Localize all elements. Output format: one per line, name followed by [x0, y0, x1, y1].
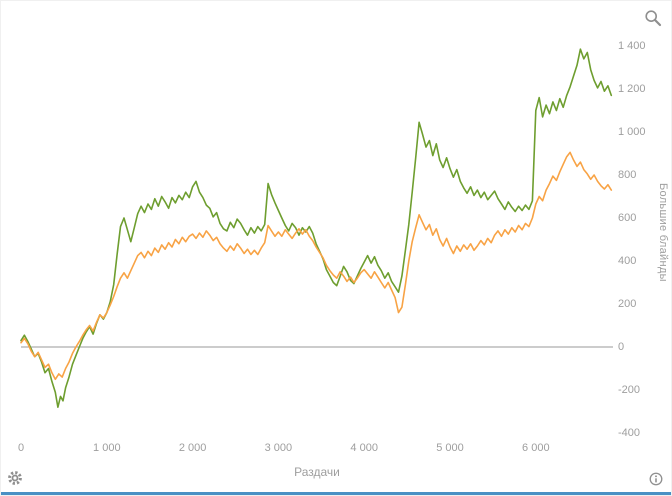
- y-tick-label: 600: [618, 212, 637, 224]
- y-tick-label: 1 200: [618, 83, 646, 95]
- x-tick-label: 3 000: [264, 442, 293, 454]
- info-icon[interactable]: [649, 472, 663, 486]
- x-tick-label: 5 000: [436, 442, 464, 454]
- bottom-accent-bar: [1, 492, 671, 495]
- x-tick-label: 1 000: [93, 442, 121, 454]
- green-winnings-line: [20, 48, 613, 409]
- y-axis-title: Большие блайнды: [657, 183, 669, 282]
- y-axis-ticks: -400 -200 0 200 400 600 800 1 000 1 200 1 400: [618, 1, 671, 495]
- orange-winnings-line: [20, 151, 613, 381]
- y-tick-label: 1 400: [618, 40, 646, 52]
- x-tick-label: 4 000: [350, 442, 378, 454]
- y-tick-label: 400: [618, 255, 637, 267]
- x-axis-ticks: 0 1 000 2 000 3 000 4 000 5 000 6 000: [1, 442, 671, 456]
- y-tick-label: 200: [618, 298, 637, 310]
- x-tick-label: 2 000: [178, 442, 207, 454]
- x-tick-label: 6 000: [522, 442, 550, 454]
- x-axis-title: Раздачи: [294, 465, 340, 479]
- y-tick-label: 1 000: [618, 126, 646, 138]
- y-tick-label: -400: [618, 427, 641, 439]
- y-tick-label: 800: [618, 169, 637, 181]
- gear-icon[interactable]: [7, 470, 23, 486]
- zoom-icon[interactable]: [644, 9, 662, 27]
- x-tick-label: 0: [17, 442, 25, 454]
- y-tick-label: 0: [618, 341, 625, 353]
- y-tick-label: -200: [618, 384, 641, 396]
